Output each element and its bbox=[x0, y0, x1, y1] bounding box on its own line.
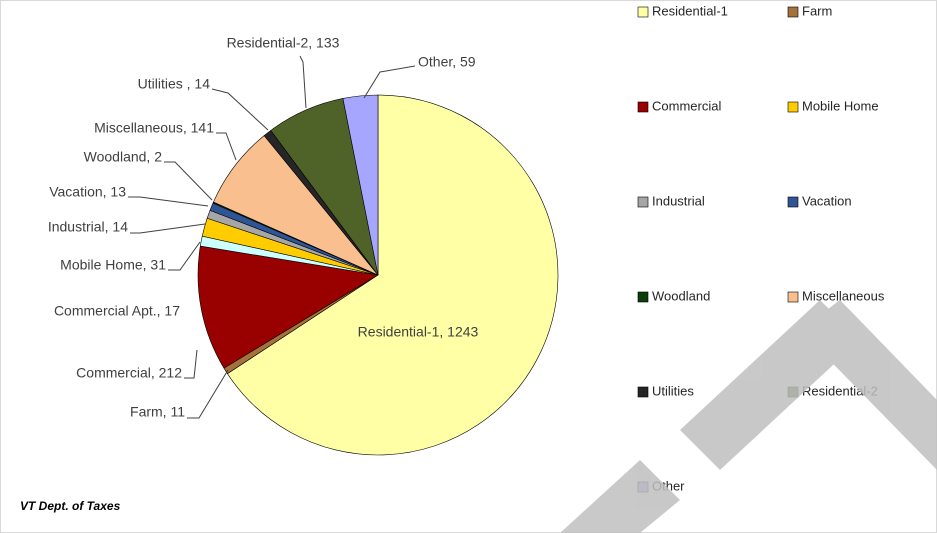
legend-swatch bbox=[787, 196, 799, 208]
legend-label: Industrial bbox=[652, 193, 705, 208]
data-label: Vacation, 13 bbox=[49, 184, 126, 200]
data-label: Woodland, 2 bbox=[84, 149, 163, 165]
legend-label: Residential-1 bbox=[652, 3, 728, 18]
data-label: Residential-1, 1243 bbox=[358, 324, 479, 340]
data-label: Industrial, 14 bbox=[48, 219, 128, 235]
legend-swatch bbox=[787, 101, 799, 113]
watermark-bar bbox=[800, 300, 937, 470]
watermark-bar bbox=[560, 460, 680, 533]
data-label: Utilities , 14 bbox=[138, 76, 211, 92]
watermark bbox=[560, 300, 937, 533]
data-label: Miscellaneous, 141 bbox=[94, 120, 214, 136]
leader-line bbox=[211, 88, 269, 131]
leader-line bbox=[164, 161, 213, 201]
legend-label: Commercial bbox=[652, 98, 721, 113]
legend-swatch bbox=[637, 196, 649, 208]
leader-line bbox=[363, 65, 416, 99]
data-label: Other, 59 bbox=[418, 54, 476, 70]
legend-swatch bbox=[787, 291, 799, 303]
leader-line bbox=[187, 369, 229, 419]
legend-label: Woodland bbox=[652, 288, 710, 303]
source-note: VT Dept. of Taxes bbox=[20, 499, 121, 513]
data-label: Residential-2, 133 bbox=[227, 35, 340, 51]
legend-label: Utilities bbox=[652, 383, 694, 398]
data-label: Mobile Home, 31 bbox=[60, 257, 166, 273]
legend-label: Vacation bbox=[802, 193, 852, 208]
pie: Residential-1, 1243 Farm, 11 Commercial, 2… bbox=[48, 35, 559, 456]
pie-slice bbox=[197, 245, 379, 369]
data-label: Commercial, 212 bbox=[76, 365, 182, 381]
legend-swatch bbox=[637, 386, 649, 398]
legend-swatch bbox=[637, 101, 649, 113]
leader-line bbox=[299, 55, 307, 109]
leader-line bbox=[130, 223, 206, 234]
pie-slice bbox=[227, 94, 559, 456]
pie-slice bbox=[342, 94, 379, 276]
legend-label: Mobile Home bbox=[802, 98, 879, 113]
leader-line bbox=[216, 132, 237, 161]
legend-swatch bbox=[637, 6, 649, 18]
legend-swatch bbox=[637, 291, 649, 303]
leader-line bbox=[168, 241, 201, 271]
legend-swatch bbox=[787, 6, 799, 18]
data-label: Commercial Apt., 17 bbox=[54, 303, 180, 319]
legend-label: Miscellaneous bbox=[802, 288, 885, 303]
legend-label: Farm bbox=[802, 3, 832, 18]
leader-line bbox=[128, 196, 209, 207]
data-label: Farm, 11 bbox=[130, 404, 185, 420]
leader-line bbox=[184, 349, 198, 379]
